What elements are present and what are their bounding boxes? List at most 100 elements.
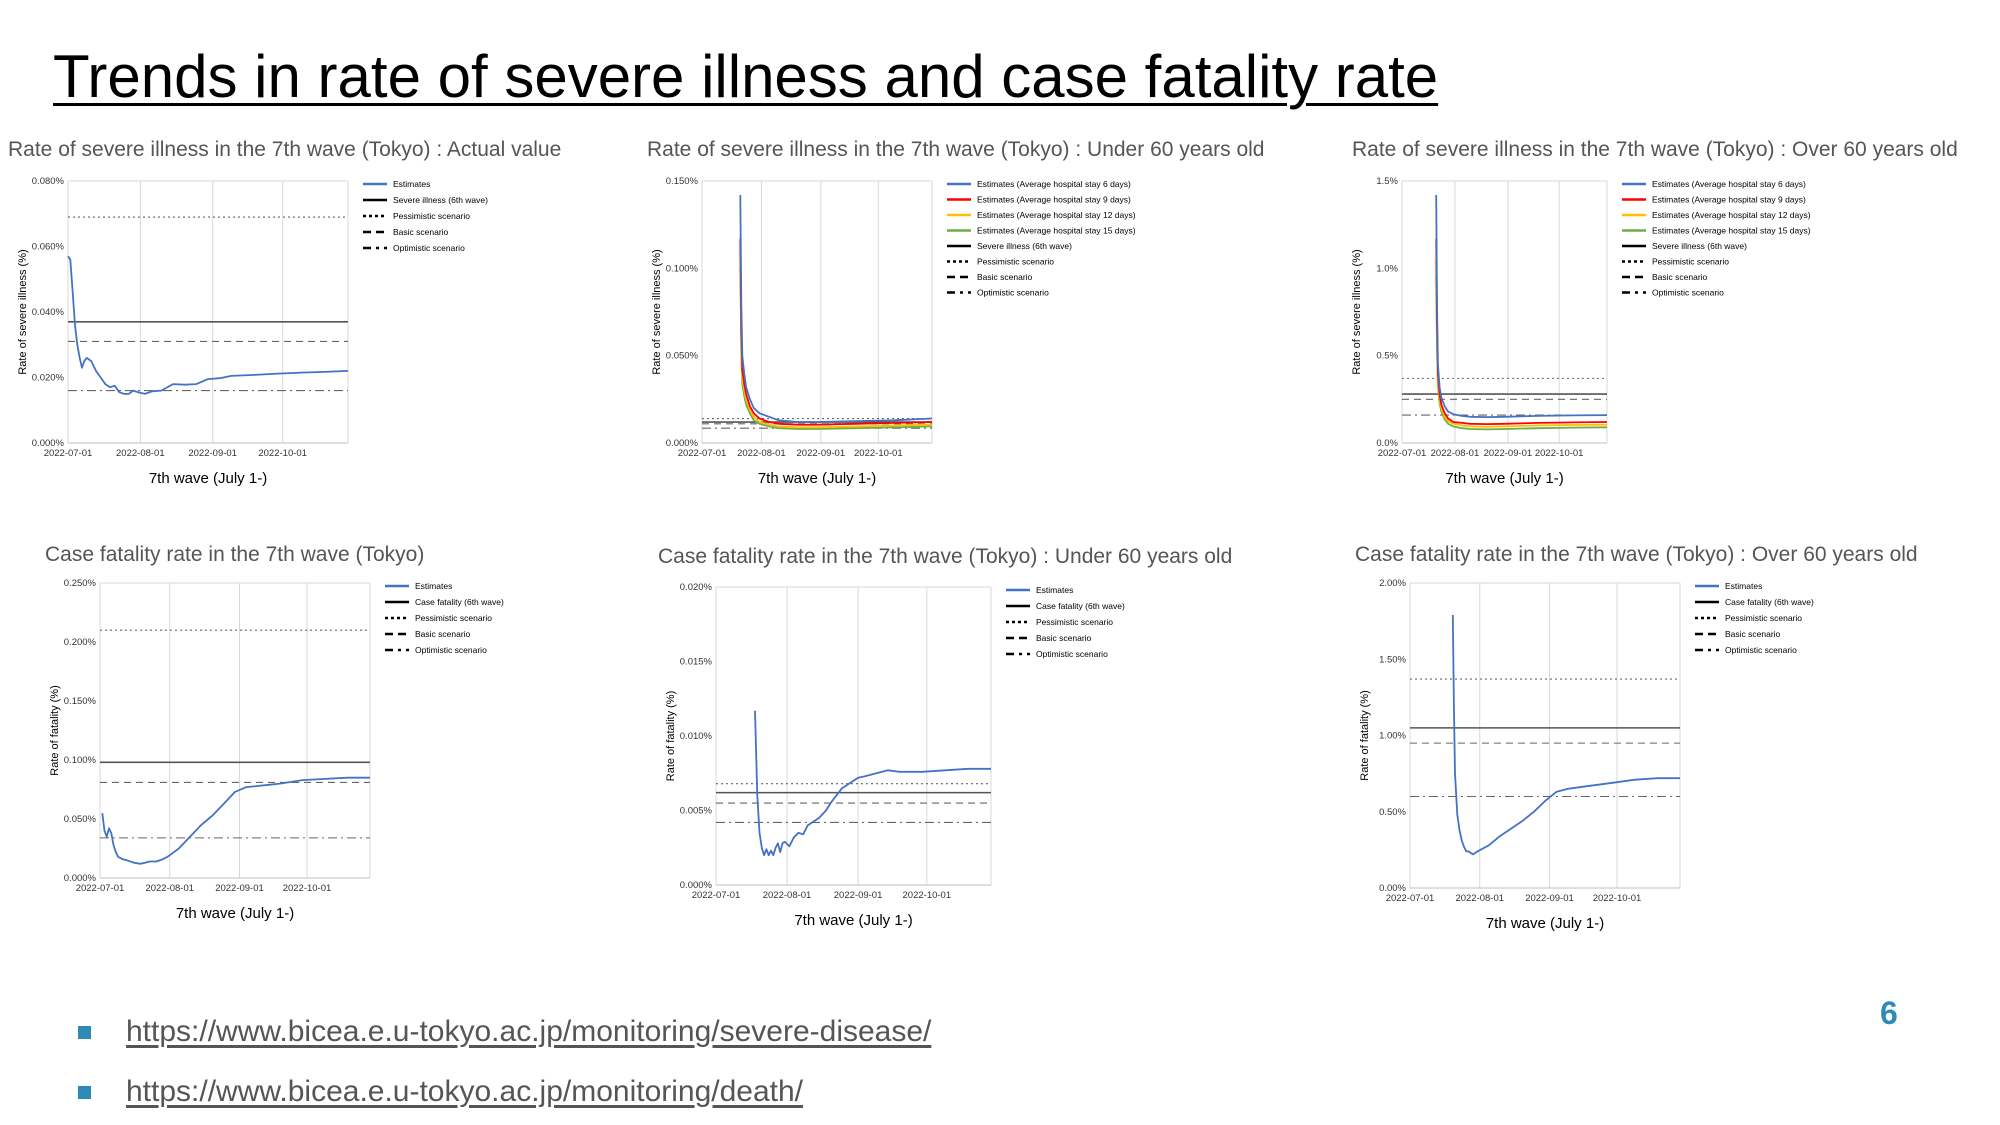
- legend-label: Basic scenario: [393, 227, 449, 237]
- y-tick-label: 0.000%: [680, 880, 713, 891]
- series-line: [1435, 277, 1608, 431]
- series-line: [739, 268, 933, 430]
- legend-label: Optimistic scenario: [1725, 645, 1797, 655]
- x-tick-label: 2022-09-01: [834, 890, 883, 901]
- y-tick-label: 0.100%: [666, 263, 699, 274]
- legend-label: Basic scenario: [1652, 272, 1708, 282]
- y-tick-label: 0.000%: [64, 873, 97, 884]
- y-tick-label: 1.5%: [1376, 176, 1398, 187]
- chart-fatality-under60: Case fatality rate in the 7th wave (Toky…: [658, 545, 1338, 935]
- x-tick-label: 2022-09-01: [1484, 448, 1533, 459]
- legend-label: Pessimistic scenario: [1036, 617, 1113, 627]
- x-tick-label: 2022-07-01: [1386, 893, 1435, 904]
- page-number: 6: [1880, 995, 1898, 1031]
- x-tick-label: 2022-10-01: [903, 890, 952, 901]
- legend-label: Optimistic scenario: [393, 243, 465, 253]
- legend-label: Basic scenario: [415, 629, 471, 639]
- y-tick-label: 0.005%: [680, 806, 713, 817]
- chart-title: Rate of severe illness in the 7th wave (…: [1352, 138, 1958, 161]
- series-line: [739, 194, 933, 423]
- legend-label: Pessimistic scenario: [1725, 613, 1802, 623]
- y-tick-label: 0.080%: [32, 176, 65, 187]
- x-tick-label: 2022-07-01: [44, 448, 93, 459]
- legend-label: Case fatality (6th wave): [415, 597, 504, 607]
- x-tick-label: 2022-07-01: [1378, 448, 1427, 459]
- link-row: https://www.bicea.e.u-tokyo.ac.jp/monito…: [78, 1062, 931, 1122]
- death-link[interactable]: https://www.bicea.e.u-tokyo.ac.jp/monito…: [126, 1075, 804, 1108]
- legend-label: Pessimistic scenario: [393, 211, 470, 221]
- series-line: [1435, 238, 1608, 426]
- y-tick-label: 0.020%: [680, 582, 713, 593]
- x-tick-label: 2022-10-01: [258, 448, 307, 459]
- x-tick-label: 2022-08-01: [1431, 448, 1480, 459]
- legend-label: Estimates: [393, 179, 430, 189]
- x-tick-label: 2022-08-01: [737, 448, 786, 459]
- x-axis-label: 7th wave (July 1-): [1445, 470, 1563, 487]
- y-tick-label: 0.050%: [64, 814, 97, 825]
- legend-label: Pessimistic scenario: [415, 613, 492, 623]
- y-tick-label: 1.50%: [1379, 654, 1406, 665]
- series-line: [1435, 259, 1608, 428]
- x-tick-label: 2022-08-01: [116, 448, 165, 459]
- series-line: [67, 255, 349, 395]
- legend-label: Estimates (Average hospital stay 15 days…: [977, 226, 1136, 236]
- chart-fatality-over60: Case fatality rate in the 7th wave (Toky…: [1355, 543, 1995, 933]
- x-tick-label: 2022-09-01: [797, 448, 846, 459]
- legend-label: Estimates: [1725, 581, 1762, 591]
- x-tick-label: 2022-10-01: [1593, 893, 1642, 904]
- chart-title: Rate of severe illness in the 7th wave (…: [647, 138, 1265, 161]
- legend-label: Pessimistic scenario: [1652, 257, 1729, 267]
- y-tick-label: 0.050%: [666, 351, 699, 362]
- y-tick-label: 0.250%: [64, 578, 97, 589]
- y-tick-label: 0.200%: [64, 637, 97, 648]
- chart-severe-over60: Rate of severe illness in the 7th wave (…: [1351, 138, 1992, 488]
- x-tick-label: 2022-07-01: [678, 448, 727, 459]
- legend-label: Estimates: [415, 581, 452, 591]
- chart-svg: 0.000% 0.020% 0.040% 0.060% 0.080% 2022-07-01…: [17, 176, 488, 487]
- chart-severe-actual: Rate of severe illness in the 7th wave (…: [8, 138, 648, 488]
- x-tick-label: 2022-09-01: [1525, 893, 1574, 904]
- y-tick-label: 0.150%: [64, 696, 97, 707]
- series-line: [101, 776, 370, 865]
- x-axis-label: 7th wave (July 1-): [758, 470, 876, 487]
- y-axis-label: Rate of severe illness (%): [1351, 249, 1363, 374]
- x-tick-label: 2022-08-01: [145, 883, 194, 894]
- chart-title: Case fatality rate in the 7th wave (Toky…: [1355, 543, 1918, 566]
- legend-label: Pessimistic scenario: [977, 257, 1054, 267]
- source-links: https://www.bicea.e.u-tokyo.ac.jp/monito…: [78, 1002, 931, 1122]
- y-tick-label: 0.0%: [1376, 438, 1398, 449]
- x-tick-label: 2022-10-01: [1535, 448, 1584, 459]
- bullet-icon: [78, 1085, 91, 1099]
- y-axis-label: Rate of severe illness (%): [651, 249, 663, 374]
- y-tick-label: 0.010%: [680, 731, 713, 742]
- legend-label: Basic scenario: [1036, 633, 1092, 643]
- y-tick-label: 1.00%: [1379, 731, 1406, 742]
- legend-label: Estimates (Average hospital stay 9 days): [1652, 195, 1806, 205]
- series-line: [1435, 194, 1608, 419]
- y-tick-label: 0.000%: [32, 438, 65, 449]
- legend-label: Optimistic scenario: [415, 645, 487, 655]
- legend-label: Optimistic scenario: [977, 288, 1049, 298]
- chart-title: Case fatality rate in the 7th wave (Toky…: [45, 543, 425, 566]
- slide-title: Trends in rate of severe illness and cas…: [53, 43, 1439, 110]
- series-line: [739, 238, 933, 426]
- legend-label: Optimistic scenario: [1036, 649, 1108, 659]
- y-tick-label: 0.100%: [64, 755, 97, 766]
- chart-svg: 0.000% 0.005% 0.010% 0.015% 0.020% 2022-07-01…: [665, 582, 1125, 929]
- bullet-icon: [78, 1025, 91, 1039]
- y-tick-label: 0.020%: [32, 373, 65, 384]
- legend-label: Case fatality (6th wave): [1036, 601, 1125, 611]
- x-tick-label: 2022-10-01: [283, 883, 332, 894]
- y-tick-label: 1.0%: [1376, 263, 1398, 274]
- link-row: https://www.bicea.e.u-tokyo.ac.jp/monito…: [78, 1002, 931, 1062]
- severe-disease-link[interactable]: https://www.bicea.e.u-tokyo.ac.jp/monito…: [126, 1015, 932, 1048]
- y-tick-label: 0.00%: [1379, 883, 1406, 894]
- legend-label: Estimates (Average hospital stay 15 days…: [1652, 226, 1811, 236]
- x-tick-label: 2022-09-01: [215, 883, 264, 894]
- y-tick-label: 0.5%: [1376, 351, 1398, 362]
- series-line: [1451, 614, 1680, 856]
- legend-label: Estimates (Average hospital stay 12 days…: [977, 210, 1136, 220]
- y-axis-label: Rate of severe illness (%): [17, 249, 29, 374]
- x-axis-label: 7th wave (July 1-): [1486, 915, 1604, 932]
- y-tick-label: 0.50%: [1379, 807, 1406, 818]
